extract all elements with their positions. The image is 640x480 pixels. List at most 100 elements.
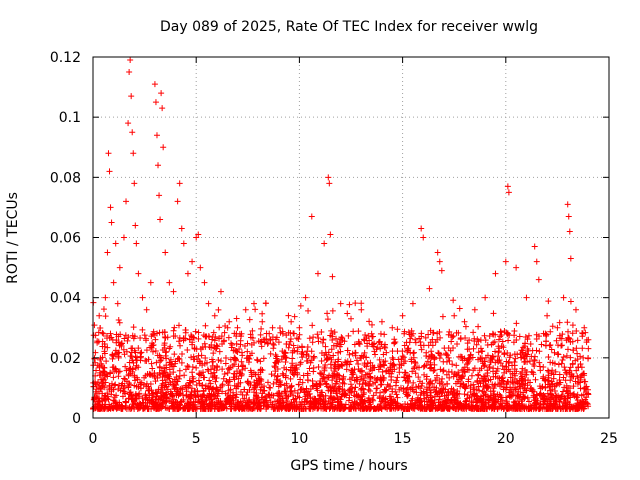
data-point-background	[303, 388, 310, 395]
data-point	[131, 180, 138, 187]
data-point-background	[495, 353, 502, 360]
data-point-background	[151, 370, 158, 377]
data-point-background	[169, 363, 176, 370]
data-point-background	[463, 383, 470, 390]
data-point-background	[431, 355, 438, 362]
data-point-background	[339, 363, 346, 370]
data-point-background	[110, 400, 117, 407]
data-point-background	[148, 342, 155, 349]
data-point-background	[329, 377, 336, 384]
data-point	[211, 312, 218, 319]
data-point-background	[374, 385, 381, 392]
data-point-background	[376, 404, 383, 411]
data-point-background	[569, 360, 576, 367]
data-point	[110, 279, 117, 286]
data-point-background	[580, 354, 587, 361]
data-point-background	[485, 399, 492, 406]
data-point-background	[346, 388, 353, 395]
data-point-background	[143, 403, 150, 410]
data-point-background	[271, 363, 278, 370]
data-point-background	[453, 362, 460, 369]
data-point-background	[487, 376, 494, 383]
data-point-background	[537, 367, 544, 374]
data-point-background	[222, 354, 229, 361]
data-point-background	[163, 362, 170, 369]
data-point	[189, 258, 196, 265]
data-point-background	[483, 385, 490, 392]
data-point-background	[382, 387, 389, 394]
data-point-background	[247, 331, 254, 338]
data-point-background	[409, 395, 416, 402]
data-point-background	[143, 383, 150, 390]
data-point	[378, 318, 385, 325]
data-point-background	[305, 307, 312, 314]
data-point-background	[175, 322, 182, 329]
data-point-background	[443, 351, 450, 358]
data-point-background	[158, 357, 165, 364]
data-point-background	[108, 388, 115, 395]
data-point-background	[391, 340, 398, 347]
data-point-background	[110, 374, 117, 381]
data-point-background	[365, 332, 372, 339]
data-point	[420, 234, 427, 241]
data-point-background	[297, 361, 304, 368]
data-point-background	[449, 361, 456, 368]
data-point-background	[452, 405, 459, 412]
data-point-background	[543, 331, 550, 338]
data-point-background	[176, 338, 183, 345]
data-point-background	[527, 386, 534, 393]
data-point-background	[575, 364, 582, 371]
data-point-background	[273, 355, 280, 362]
data-point-background	[309, 322, 316, 329]
data-point-background	[527, 341, 534, 348]
data-point-background	[521, 358, 528, 365]
data-point-background	[554, 380, 561, 387]
data-point	[127, 57, 134, 64]
data-point-background	[241, 343, 248, 350]
data-point-background	[199, 344, 206, 351]
data-point-background	[304, 343, 311, 350]
data-point-background	[577, 360, 584, 367]
data-point	[567, 255, 574, 262]
data-point-background	[127, 389, 134, 396]
data-point-background	[572, 378, 579, 385]
data-point-background	[491, 382, 498, 389]
data-point	[120, 234, 127, 241]
data-point-background	[344, 347, 351, 354]
data-point-background	[119, 393, 126, 400]
data-point-background	[560, 388, 567, 395]
data-point-background	[256, 375, 263, 382]
data-point-background	[465, 358, 472, 365]
data-point-background	[377, 381, 384, 388]
data-point-background	[246, 316, 253, 323]
data-point-background	[416, 378, 423, 385]
data-point-background	[561, 395, 568, 402]
data-point-background	[377, 345, 384, 352]
data-point-background	[392, 339, 399, 346]
data-point-background	[524, 351, 531, 358]
data-point	[184, 270, 191, 277]
data-point-background	[311, 399, 318, 406]
data-point-background	[549, 359, 556, 366]
data-point-background	[344, 361, 351, 368]
data-point-background	[209, 336, 216, 343]
data-point-background	[161, 365, 168, 372]
data-point	[564, 201, 571, 208]
data-point-background	[506, 358, 513, 365]
data-point-background	[112, 347, 119, 354]
data-point-background	[522, 367, 529, 374]
data-point-background	[536, 359, 543, 366]
data-point	[560, 294, 567, 301]
data-point-background	[331, 396, 338, 403]
data-point-background	[266, 391, 273, 398]
data-point-background	[495, 336, 502, 343]
data-point-background	[287, 375, 294, 382]
data-point-background	[464, 346, 471, 353]
data-point-background	[217, 384, 224, 391]
data-point-background	[273, 334, 280, 341]
data-point-background	[445, 391, 452, 398]
data-point-background	[129, 357, 136, 364]
data-point-background	[418, 330, 425, 337]
data-point-background	[347, 358, 354, 365]
data-point-background	[95, 388, 102, 395]
